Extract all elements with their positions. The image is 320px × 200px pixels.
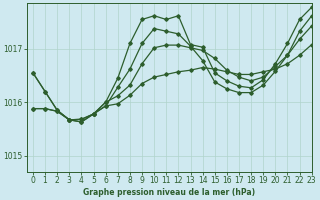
X-axis label: Graphe pression niveau de la mer (hPa): Graphe pression niveau de la mer (hPa): [83, 188, 255, 197]
